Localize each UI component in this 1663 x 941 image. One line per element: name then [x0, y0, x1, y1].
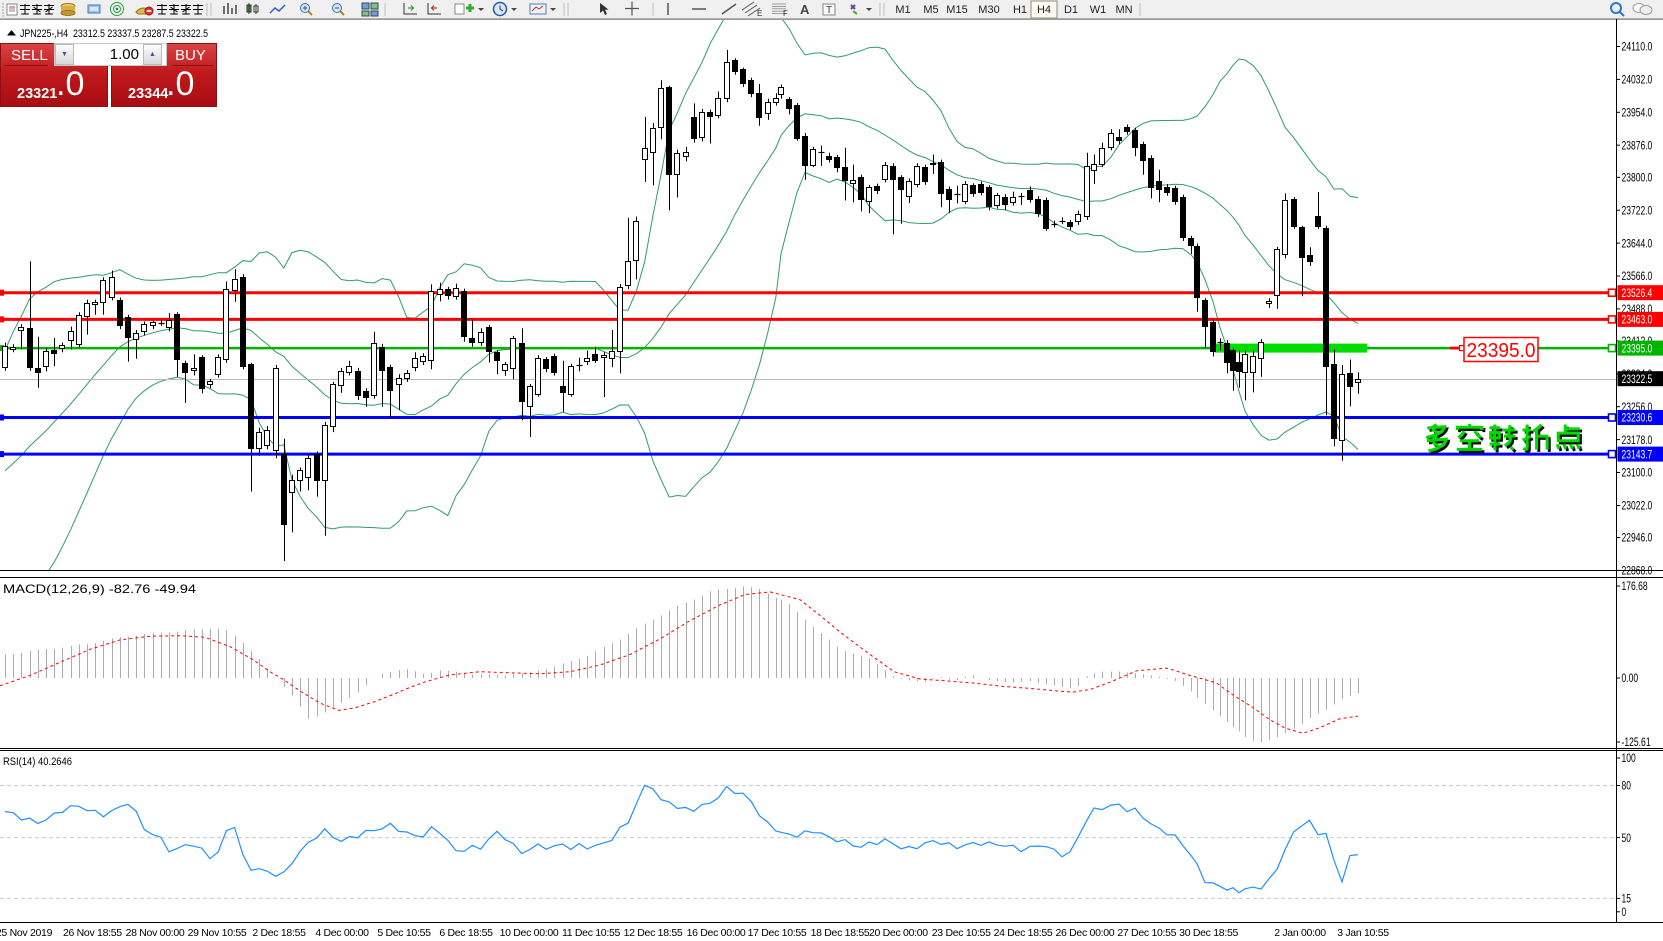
svg-text:H4: H4: [1037, 4, 1051, 16]
svg-text:10 Dec 00:00: 10 Dec 00:00: [500, 927, 559, 939]
svg-text:24032.0: 24032.0: [1622, 74, 1653, 87]
svg-text:22868.0: 22868.0: [1622, 565, 1653, 578]
svg-text:23463.0: 23463.0: [1622, 314, 1653, 327]
svg-text:H1: H1: [1013, 4, 1027, 16]
svg-text:23022.0: 23022.0: [1622, 500, 1653, 513]
svg-text:50: 50: [1622, 832, 1632, 845]
svg-text:23143.7: 23143.7: [1622, 448, 1653, 461]
svg-text:18 Dec 18:55: 18 Dec 18:55: [811, 927, 870, 939]
svg-text:-125.61: -125.61: [1622, 736, 1651, 749]
svg-text:0.00: 0.00: [1622, 672, 1639, 685]
svg-text:27 Dec 10:55: 27 Dec 10:55: [1117, 927, 1176, 939]
svg-text:D1: D1: [1064, 4, 1078, 16]
svg-text:23395.0: 23395.0: [1467, 340, 1536, 362]
svg-text:2 Jan 00:00: 2 Jan 00:00: [1274, 927, 1326, 939]
svg-text:E: E: [757, 9, 762, 18]
svg-text:23800.0: 23800.0: [1622, 172, 1653, 185]
svg-text:T: T: [826, 5, 832, 16]
svg-text:23322.5: 23322.5: [1622, 373, 1653, 386]
svg-text:5 Dec 10:55: 5 Dec 10:55: [377, 927, 431, 939]
svg-text:23 Dec 10:55: 23 Dec 10:55: [932, 927, 991, 939]
svg-text:M15: M15: [946, 4, 967, 16]
svg-text:MN: MN: [1115, 4, 1132, 16]
svg-text:23876.0: 23876.0: [1622, 139, 1653, 152]
svg-text:23566.0: 23566.0: [1622, 270, 1653, 283]
svg-text:23526.4: 23526.4: [1622, 287, 1653, 300]
svg-text:30 Dec 18:55: 30 Dec 18:55: [1179, 927, 1238, 939]
svg-text:23395.0: 23395.0: [1622, 342, 1653, 355]
svg-text:16 Dec 00:00: 16 Dec 00:00: [687, 927, 746, 939]
svg-text:176.68: 176.68: [1622, 580, 1648, 593]
svg-text:M30: M30: [978, 4, 999, 16]
svg-text:6 Dec 18:55: 6 Dec 18:55: [439, 927, 493, 939]
svg-text:3 Jan 10:55: 3 Jan 10:55: [1337, 927, 1389, 939]
svg-text:23722.0: 23722.0: [1622, 204, 1653, 217]
svg-text:12 Dec 18:55: 12 Dec 18:55: [624, 927, 683, 939]
svg-text:23644.0: 23644.0: [1622, 237, 1653, 250]
svg-text:RSI(14) 40.2646: RSI(14) 40.2646: [3, 756, 72, 768]
svg-text:2 Dec 18:55: 2 Dec 18:55: [252, 927, 306, 939]
svg-text:29 Nov 10:55: 29 Nov 10:55: [188, 927, 247, 939]
svg-text:W1: W1: [1090, 4, 1107, 16]
svg-text:100: 100: [1622, 752, 1637, 765]
svg-text:26 Nov 18:55: 26 Nov 18:55: [63, 927, 122, 939]
svg-text:80: 80: [1622, 780, 1632, 793]
svg-text:25 Nov 2019: 25 Nov 2019: [0, 927, 53, 939]
svg-text:M5: M5: [923, 4, 938, 16]
svg-text:22946.0: 22946.0: [1622, 532, 1653, 545]
svg-text:11 Dec 10:55: 11 Dec 10:55: [562, 927, 621, 939]
svg-text:0: 0: [1622, 906, 1627, 919]
svg-text:15: 15: [1622, 893, 1632, 906]
svg-text:23178.0: 23178.0: [1622, 434, 1653, 447]
svg-text:23954.0: 23954.0: [1622, 107, 1653, 120]
svg-text:JPN225-,H4 23312.5 23337.5 23: JPN225-,H4 23312.5 23337.5 23287.5 23322…: [20, 28, 208, 40]
svg-text:23100.0: 23100.0: [1622, 467, 1653, 480]
svg-text:28 Nov 00:00: 28 Nov 00:00: [126, 927, 185, 939]
svg-text:23230.6: 23230.6: [1622, 412, 1653, 425]
svg-text:M1: M1: [895, 4, 910, 16]
svg-text:F: F: [783, 9, 788, 18]
svg-text:MACD(12,26,9) -82.76 -49.94: MACD(12,26,9) -82.76 -49.94: [3, 582, 196, 596]
svg-text:A: A: [800, 2, 810, 17]
svg-text:17 Dec 10:55: 17 Dec 10:55: [748, 927, 807, 939]
svg-text:26 Dec 00:00: 26 Dec 00:00: [1055, 927, 1114, 939]
svg-text:20 Dec 00:00: 20 Dec 00:00: [869, 927, 928, 939]
svg-text:24110.0: 24110.0: [1622, 41, 1653, 54]
svg-text:24 Dec 18:55: 24 Dec 18:55: [994, 927, 1053, 939]
svg-text:4 Dec 00:00: 4 Dec 00:00: [315, 927, 369, 939]
